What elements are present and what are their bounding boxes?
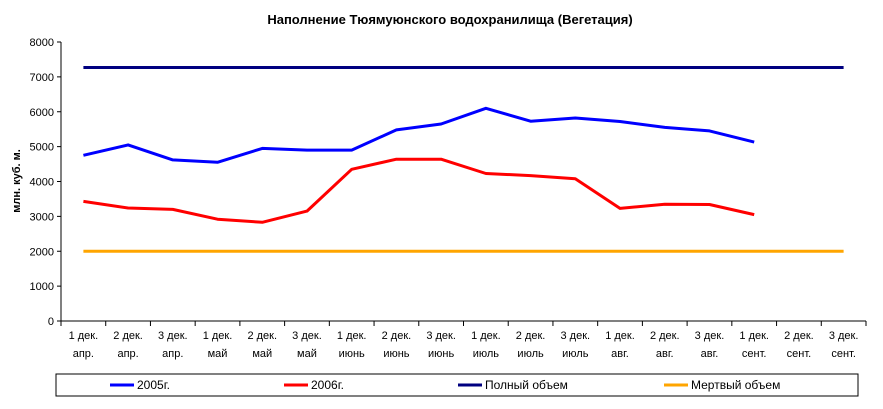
- x-tick-label-month: сент.: [831, 348, 856, 360]
- x-tick-label-month: июль: [473, 348, 500, 360]
- y-tick-label: 5000: [30, 142, 54, 154]
- x-tick-label-month: июль: [517, 348, 544, 360]
- x-tick-label-month: авг.: [611, 348, 629, 360]
- x-tick-label-month: сент.: [787, 348, 812, 360]
- x-tick-label-month: апр.: [73, 348, 94, 360]
- x-tick-label-decade: 1 дек.: [605, 330, 635, 342]
- legend-frame: [55, 373, 859, 397]
- x-tick-label-decade: 1 дек.: [203, 330, 233, 342]
- y-tick-label: 3000: [30, 211, 54, 223]
- x-tick-label-month: май: [208, 348, 228, 360]
- y-tick-label: 6000: [30, 107, 54, 119]
- x-tick-label-decade: 2 дек.: [516, 330, 546, 342]
- x-tick-label-month: апр.: [162, 348, 183, 360]
- x-tick-label-decade: 2 дек.: [650, 330, 680, 342]
- y-axis-label: млн. куб. м.: [11, 149, 23, 213]
- x-tick-label-decade: 1 дек.: [739, 330, 769, 342]
- x-tick-label-decade: 3 дек.: [561, 330, 591, 342]
- y-tick-label: 4000: [30, 177, 54, 189]
- x-tick-label-month: май: [297, 348, 317, 360]
- x-tick-label-month: июнь: [428, 348, 454, 360]
- x-tick-label-month: июнь: [339, 348, 365, 360]
- x-tick-label-decade: 1 дек.: [337, 330, 367, 342]
- x-tick-label-decade: 1 дек.: [69, 330, 99, 342]
- series-line-2: [83, 157, 755, 224]
- legend-label-4: Мертвый объем: [691, 378, 780, 392]
- x-tick-label-decade: 3 дек.: [426, 330, 456, 342]
- x-tick-label-decade: 3 дек.: [695, 330, 725, 342]
- legend-label-2: 2006г.: [311, 378, 344, 392]
- x-tick-label-decade: 3 дек.: [292, 330, 322, 342]
- x-tick-label-month: сент.: [742, 348, 767, 360]
- x-tick-label-decade: 2 дек.: [247, 330, 277, 342]
- x-tick-label-month: авг.: [656, 348, 674, 360]
- series-line-1: [83, 106, 755, 164]
- x-tick-label-decade: 2 дек.: [382, 330, 412, 342]
- legend-label-1: 2005г.: [137, 378, 170, 392]
- x-tick-label-month: апр.: [117, 348, 138, 360]
- legend-label-3: Полный объем: [485, 378, 568, 392]
- x-tick-label-decade: 2 дек.: [113, 330, 143, 342]
- y-tick-label: 0: [48, 316, 54, 328]
- y-tick-label: 7000: [30, 72, 54, 84]
- x-tick-label-decade: 3 дек.: [158, 330, 188, 342]
- x-tick-label-month: июнь: [383, 348, 409, 360]
- series-layer: [83, 66, 844, 253]
- x-tick-label-decade: 2 дек.: [784, 330, 814, 342]
- legend: 2005г. 2006г. Полный объем Мертвый объем: [55, 373, 859, 397]
- x-tick-label-decade: 1 дек.: [471, 330, 501, 342]
- y-tick-label: 2000: [30, 246, 54, 258]
- x-tick-label-month: авг.: [701, 348, 719, 360]
- chart-title: Наполнение Тюямуюнского водохранилища (В…: [267, 12, 632, 27]
- axes: 0 1000 2000 3000 4000 5000 6000 7000 8000 1 дек. а…: [30, 37, 867, 360]
- x-tick-label-month: май: [252, 348, 272, 360]
- x-tick-label-month: июль: [562, 348, 589, 360]
- y-tick-label: 1000: [30, 281, 54, 293]
- x-tick-label-decade: 3 дек.: [829, 330, 859, 342]
- y-tick-label: 8000: [30, 37, 54, 49]
